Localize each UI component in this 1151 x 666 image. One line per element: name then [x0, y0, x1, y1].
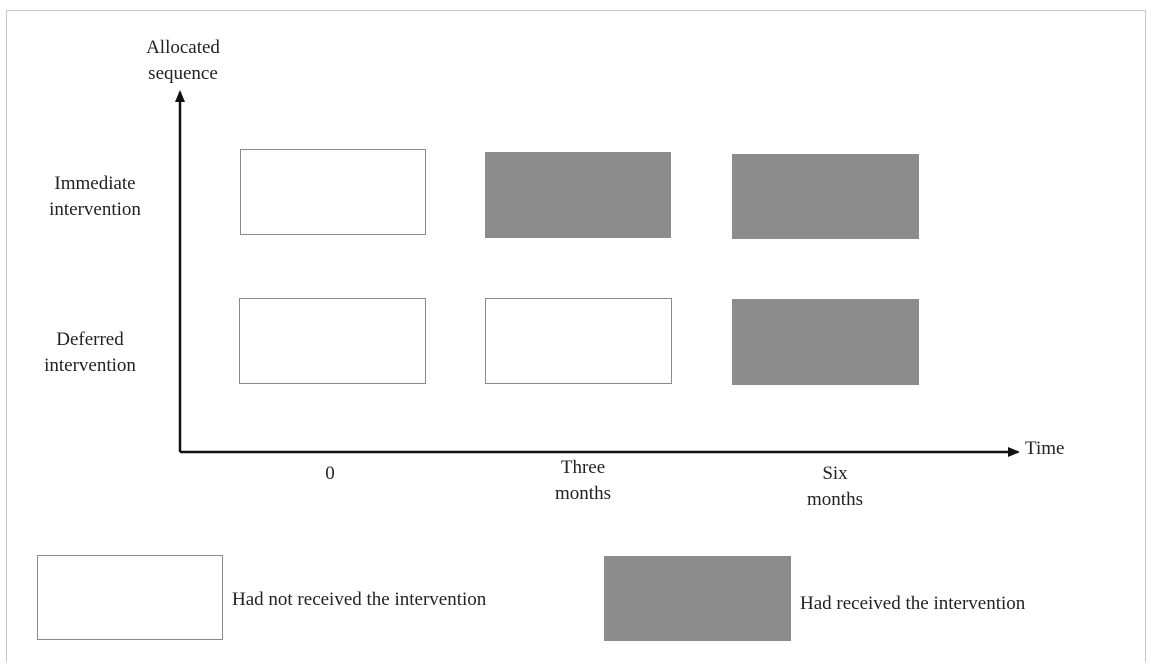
time-label-0: 0 — [325, 463, 335, 484]
x-axis-label: Time — [1025, 438, 1065, 459]
time-label-six-months: Six months — [807, 463, 863, 510]
state-box-deferred-3-months — [485, 298, 672, 384]
y-axis-label: Allocated sequence — [146, 37, 220, 84]
legend-swatch-received — [604, 556, 791, 641]
diagram-frame — [6, 10, 1146, 662]
time-label-three-months: Three months — [555, 457, 611, 504]
state-box-immediate-0 — [240, 149, 426, 235]
state-box-deferred-6-months — [732, 299, 919, 385]
state-box-immediate-6-months — [732, 154, 919, 239]
row-label-deferred: Deferred intervention — [44, 329, 136, 376]
legend-label-received: Had received the intervention — [800, 593, 1026, 614]
legend-swatch-not-received — [37, 555, 223, 640]
state-box-immediate-3-months — [485, 152, 671, 238]
state-box-deferred-0 — [239, 298, 426, 384]
row-label-immediate: Immediate intervention — [49, 173, 141, 220]
legend-label-not-received: Had not received the intervention — [232, 589, 487, 610]
